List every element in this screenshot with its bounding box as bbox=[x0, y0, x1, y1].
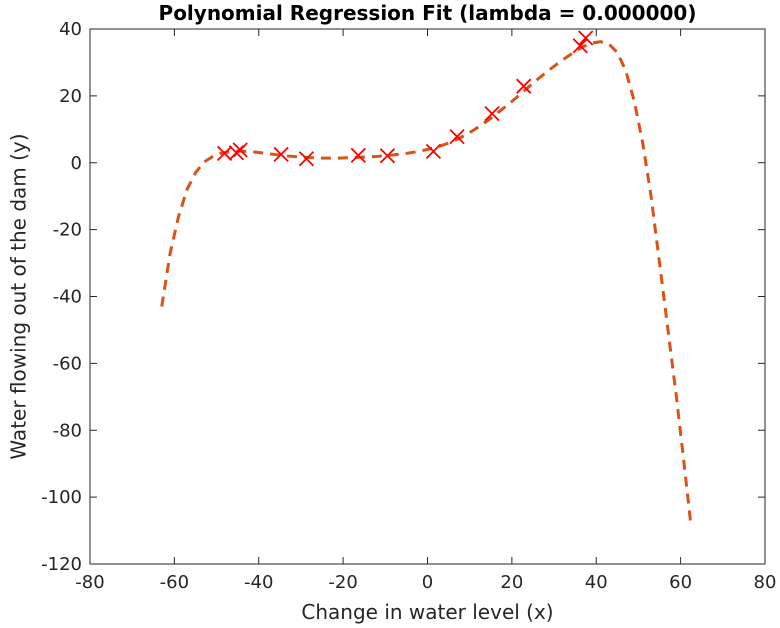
y-tick-label: -40 bbox=[53, 287, 82, 308]
x-tick-label: 0 bbox=[422, 572, 433, 593]
x-tick-label: -40 bbox=[244, 572, 273, 593]
data-point bbox=[298, 151, 315, 167]
y-axis-label: Water flowing out of the dam (y) bbox=[7, 133, 31, 459]
fit-curve bbox=[160, 40, 693, 528]
y-tick-label: -60 bbox=[53, 353, 82, 374]
data-point bbox=[572, 38, 588, 54]
data-point bbox=[350, 147, 366, 164]
series-layer bbox=[160, 30, 693, 528]
data-point bbox=[379, 148, 396, 164]
y-tick-label: 0 bbox=[71, 153, 82, 174]
x-tick-label: 60 bbox=[669, 572, 692, 593]
data-point bbox=[425, 143, 442, 160]
x-tick-label: 80 bbox=[754, 572, 777, 593]
data-point bbox=[449, 129, 465, 145]
ticks-layer: -80 -60 -40 -20 0 20 40 60 80 -120 -100 -80 -60 -40 -2… bbox=[41, 19, 776, 593]
x-axis-label: Change in water level (x) bbox=[301, 600, 553, 624]
y-tick-label: 40 bbox=[59, 19, 82, 40]
x-tick-label: 20 bbox=[500, 572, 523, 593]
x-tick-label: 40 bbox=[585, 572, 608, 593]
x-tick-label: -20 bbox=[328, 572, 357, 593]
y-tick-label: -80 bbox=[53, 420, 82, 441]
data-point bbox=[232, 142, 248, 158]
data-point bbox=[216, 145, 233, 162]
y-tick-label: -20 bbox=[53, 220, 82, 241]
y-tick-label: -120 bbox=[41, 554, 82, 575]
chart-title: Polynomial Regression Fit (lambda = 0.00… bbox=[159, 1, 697, 25]
y-tick-label: 20 bbox=[59, 86, 82, 107]
y-tick-label: -100 bbox=[41, 487, 82, 508]
data-point bbox=[516, 78, 532, 94]
x-tick-label: -60 bbox=[160, 572, 189, 593]
x-tick-label: -80 bbox=[75, 572, 104, 593]
data-point bbox=[273, 146, 289, 163]
data-point bbox=[578, 30, 594, 46]
data-point bbox=[484, 105, 500, 122]
